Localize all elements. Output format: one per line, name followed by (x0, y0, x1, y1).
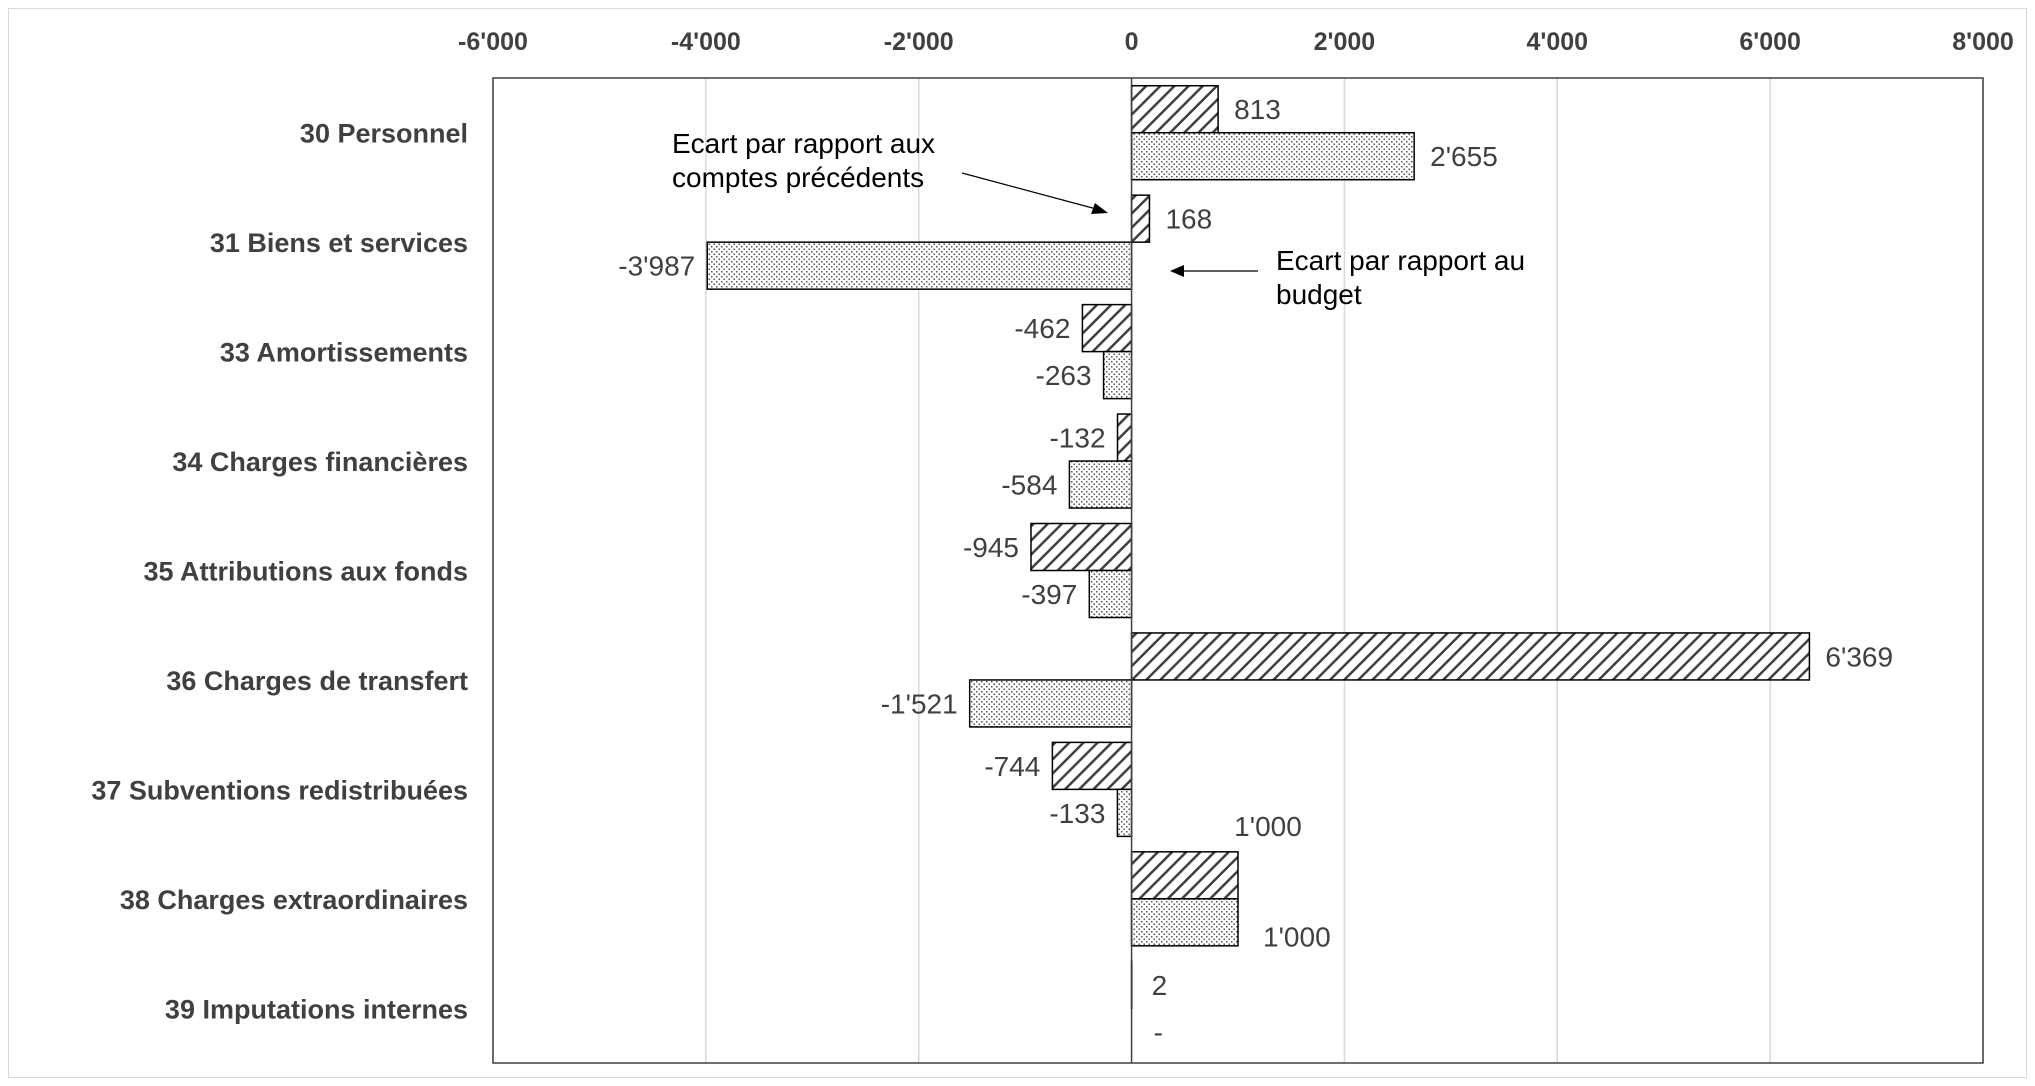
data-label: -397 (1021, 579, 1077, 610)
category-label: 34 Charges financières (172, 447, 468, 477)
data-label: -1'521 (881, 688, 958, 719)
category-label: 38 Charges extraordinaires (120, 885, 468, 915)
data-label: -462 (1014, 313, 1070, 344)
x-tick-label: -4'000 (671, 28, 741, 56)
category-label: 33 Amortissements (220, 338, 468, 368)
bar-dotted (706, 241, 1133, 290)
data-label: -3'987 (618, 251, 695, 282)
annotation-arrow-head (1170, 265, 1184, 277)
x-tick-label: 6'000 (1739, 28, 1801, 56)
bar-dotted (1130, 131, 1415, 181)
data-label: 168 (1165, 204, 1212, 235)
data-label: 813 (1234, 94, 1281, 125)
bar-hatched (1130, 84, 1219, 134)
bar-dotted (1068, 460, 1133, 509)
category-label: 37 Subventions redistribuées (91, 775, 468, 805)
annotation-arrow-line (961, 172, 1101, 211)
data-label: 1'000 (1263, 921, 1331, 952)
bar-dotted (1102, 350, 1133, 400)
annotation-arrow-head (1091, 203, 1108, 214)
data-label: -584 (1001, 470, 1057, 501)
bar-hatched (1130, 851, 1239, 900)
data-label: - (1154, 1017, 1163, 1048)
x-tick-label: -6'000 (458, 28, 528, 56)
chart-frame (8, 8, 2027, 1078)
bars (706, 84, 1811, 1010)
data-label: 6'369 (1825, 641, 1893, 672)
annotation-text: Ecart par rapport au budget (1276, 245, 1525, 310)
data-label: -133 (1049, 798, 1105, 829)
data-label: -945 (963, 532, 1019, 563)
x-tick-label: 4'000 (1527, 28, 1589, 56)
annotation-text: Ecart par rapport aux comptes précédents (672, 128, 935, 193)
x-tick-label: 0 (1125, 28, 1139, 56)
x-axis-tick-labels: -6'000 -4'000 -2'000 0 2'000 4'000 6'000 8'000 (458, 28, 2014, 56)
data-label: 1'000 (1234, 811, 1302, 842)
data-label: -263 (1036, 360, 1092, 391)
data-label: -744 (984, 751, 1040, 782)
bar-dotted (1130, 898, 1239, 947)
bar-hatched (1130, 632, 1811, 681)
x-tick-label: -2'000 (884, 28, 954, 56)
category-label: 36 Charges de transfert (166, 666, 468, 696)
bar-hatched (1130, 194, 1151, 243)
category-label: 39 Imputations internes (165, 994, 468, 1024)
bar-hatched (1030, 522, 1133, 572)
annotations: Ecart par rapport aux comptes précédents E… (672, 128, 1525, 310)
category-labels: 30 Personnel 31 Biens et services 33 Amort… (91, 119, 468, 1025)
plot-area (492, 77, 1984, 1064)
category-label: 31 Biens et services (210, 228, 468, 258)
bar-dotted (968, 679, 1133, 728)
data-label: 2 (1152, 970, 1168, 1001)
x-tick-label: 8'000 (1952, 28, 2014, 56)
data-label: 2'655 (1430, 141, 1498, 172)
bar-hatched (1051, 741, 1133, 791)
x-tick-label: 2'000 (1314, 28, 1376, 56)
bar-hatched (1081, 303, 1133, 353)
bar-hatched (1116, 413, 1133, 462)
data-label: -132 (1049, 423, 1105, 454)
category-label: 30 Personnel (300, 119, 468, 149)
category-label: 35 Attributions aux fonds (143, 557, 468, 587)
data-labels: 813 2'655 168 -3'987 -462 -263 -132 -584 -945-39… (618, 94, 1893, 1048)
bar-dotted (1116, 788, 1133, 838)
bar-dotted (1088, 569, 1133, 619)
